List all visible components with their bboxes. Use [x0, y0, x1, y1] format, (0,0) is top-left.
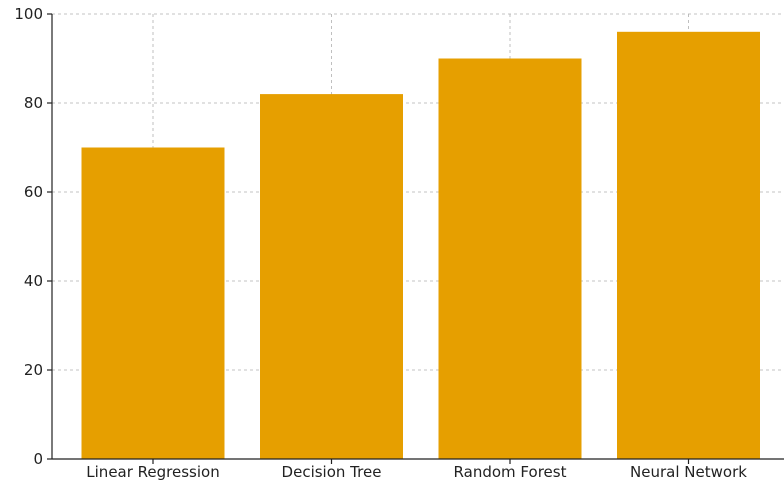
bars	[81, 31, 760, 460]
y-tick-label: 20	[24, 361, 43, 379]
axes	[51, 14, 784, 460]
bar	[260, 94, 403, 459]
y-ticks: 0 20 40 60 80 100	[14, 5, 52, 468]
y-tick-label: 0	[33, 450, 43, 468]
bar	[81, 147, 225, 459]
y-tick-label: 60	[24, 183, 43, 201]
x-tick-label: Linear Regression	[86, 463, 219, 480]
y-tick-label: 80	[24, 94, 43, 112]
x-tick-label: Neural Network	[630, 463, 747, 480]
x-tick-label: Decision Tree	[282, 463, 382, 480]
bar	[617, 31, 760, 460]
y-tick-label: 40	[24, 272, 43, 290]
bar	[438, 58, 582, 459]
x-ticks: Linear Regression Decision Tree Random For…	[86, 459, 747, 480]
x-tick-label: Random Forest	[454, 463, 567, 480]
y-tick-label: 100	[14, 5, 43, 23]
